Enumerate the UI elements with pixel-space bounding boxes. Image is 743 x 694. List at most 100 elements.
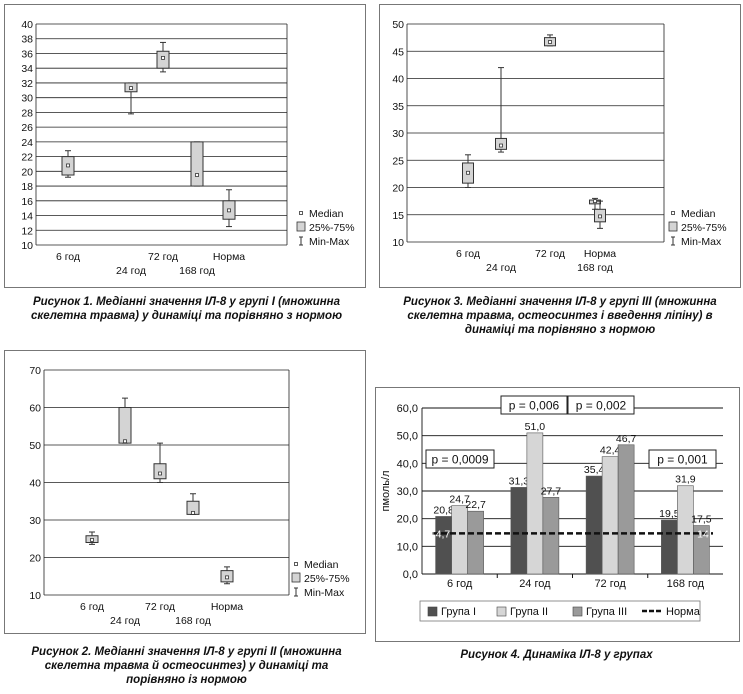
y-tick-label: 45 [392,46,404,58]
x-tick-label: 168 год [577,262,613,274]
figure-2-caption: Рисунок 2. Медіанні значення ІЛ-8 у груп… [31,646,342,686]
median-marker [129,86,133,90]
median-marker [195,173,199,177]
legend-box-swatch [668,221,678,232]
y-tick-label: 40,0 [397,458,418,470]
figure-2-panel: 10 20 30 40 50 60 70 6 год 72 год Норма 24 год 168 … [4,350,366,634]
bar [467,510,484,575]
legend-median-swatch [299,211,303,215]
bar [526,432,544,575]
y-tick-label: 50 [392,19,404,31]
x-tick-label: 168 год [667,578,705,590]
legend-label: Норма [666,606,701,618]
median-marker [161,55,165,60]
y-tick-label: 10,0 [397,541,418,553]
bar-value-label: 42,4 [600,445,621,457]
legend-median-swatch [294,562,298,566]
y-tick-label: 26 [21,122,33,134]
x-tick-label: 6 год [456,248,480,260]
p-value-box [648,449,717,469]
legend-box-swatch [291,572,301,583]
median-marker [548,40,552,44]
x-tick-label: Норма [213,251,245,263]
p-value-box [500,395,568,415]
bar-value-label: 51,0 [525,421,546,433]
bar [510,487,528,575]
y-tick-label: 20 [392,183,404,195]
bar [693,525,710,575]
bar-value-label: 17,5 [691,514,712,526]
bar-value-label: 35,4 [584,464,605,476]
box [118,407,132,444]
figure-3-panel: 10 15 20 25 30 35 40 45 50 6 год 72 год Норма 24 год… [379,4,741,288]
y-tick-label: 20 [29,553,41,565]
y-tick-label: 25 [392,155,404,167]
x-tick-label: 6 год [80,601,104,613]
y-tick-label: 16 [21,196,33,208]
legend-swatch [572,606,583,617]
y-tick-label: 10 [392,237,404,249]
bar [585,475,603,575]
x-tick-label: 72 год [535,248,565,260]
box [153,463,167,480]
legend-box-swatch [296,221,306,232]
bar-value-label: 31,9 [675,474,696,486]
bar-value-label: 22,7 [465,499,486,511]
x-tick-label: 168 год [175,615,211,627]
y-tick-label: 38 [21,34,33,46]
p-value-label: p = 0,006 [509,399,560,413]
y-tick-label: 0,0 [403,569,418,581]
y-tick-label: 24 [21,137,33,149]
bar-value-label: 46,7 [616,433,637,445]
y-tick-label: 60,0 [397,403,418,415]
y-tick-label: 14 [21,211,33,223]
y-tick-label: 50,0 [397,431,418,443]
x-tick-label: 24 год [110,615,140,627]
y-tick-label: 70 [29,365,41,377]
figure-3-caption: Рисунок 3. Медіанні значення ІЛ-8 у груп… [403,296,717,336]
legend-label: Група ІІІ [586,606,627,618]
y-tick-label: 60 [29,403,41,415]
legend-label: Min-Max [304,587,345,599]
y-tick-label: 40 [21,19,33,31]
figure-1-panel: 10 12 14 16 18 20 22 24 26 28 30 32 34 36 38 40 6 год 72 … [4,4,366,288]
y-tick-label: 20,0 [397,514,418,526]
y-tick-label: 32 [21,78,33,90]
bar [435,516,452,575]
median-marker [123,439,127,444]
p-value-label: p = 0,002 [576,399,627,413]
legend-label: Група ІІ [510,606,548,618]
bar [451,505,468,575]
legend-swatch [427,606,438,617]
y-tick-label: 30,0 [397,486,418,498]
y-axis-title: пмоль/л [380,470,392,511]
legend-label: Група І [441,606,476,618]
median-marker [499,143,503,148]
y-tick-label: 28 [21,107,33,119]
y-tick-label: 40 [29,478,41,490]
bar-value-label: 20,8 [433,504,454,516]
figure-4-chart: 0,0 10,0 20,0 30,0 40,0 50,0 60,0 пмоль/л 6 год 2… [380,395,723,622]
y-tick-label: 50 [29,440,41,452]
legend-swatch [496,606,507,617]
median-marker [593,199,597,204]
median-marker [158,471,162,476]
y-tick-label: 40 [392,74,404,86]
median-marker [191,510,195,515]
legend-label: Min-Max [309,236,350,248]
y-tick-label: 34 [21,63,33,75]
median-marker [225,575,229,580]
bar [677,485,694,575]
legend-median-swatch [671,211,675,215]
legend-label: 25%-75% [304,573,350,585]
bar-value-label: 24,7 [449,494,470,506]
legend-label: Median [309,208,344,220]
figure-4-panel: 0,0 10,0 20,0 30,0 40,0 50,0 60,0 пмоль/л 6 год 2… [375,387,740,642]
median-marker [598,214,602,219]
median-marker [466,170,470,175]
x-tick-label: 6 год [56,251,80,263]
y-tick-label: 36 [21,48,33,60]
median-marker [90,537,94,542]
x-tick-label: 72 год [148,251,178,263]
bar [542,497,560,575]
